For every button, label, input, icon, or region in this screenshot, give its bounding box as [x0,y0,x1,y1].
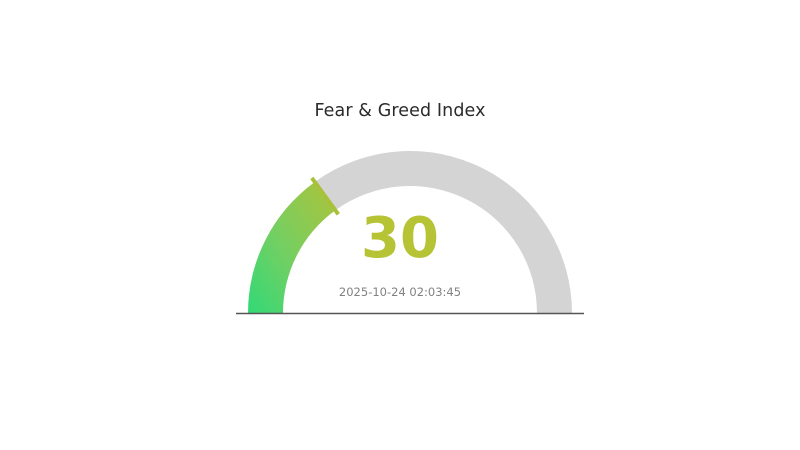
gauge-threshold-tick-icon [310,176,340,216]
chart-title: Fear & Greed Index [314,101,486,121]
gauge-value-label: 30 [361,206,439,271]
gauge-timestamp-label: 2025-10-24 02:03:45 [338,285,462,299]
gauge-track-arc [314,150,572,313]
gauge-value-arc [248,181,336,313]
